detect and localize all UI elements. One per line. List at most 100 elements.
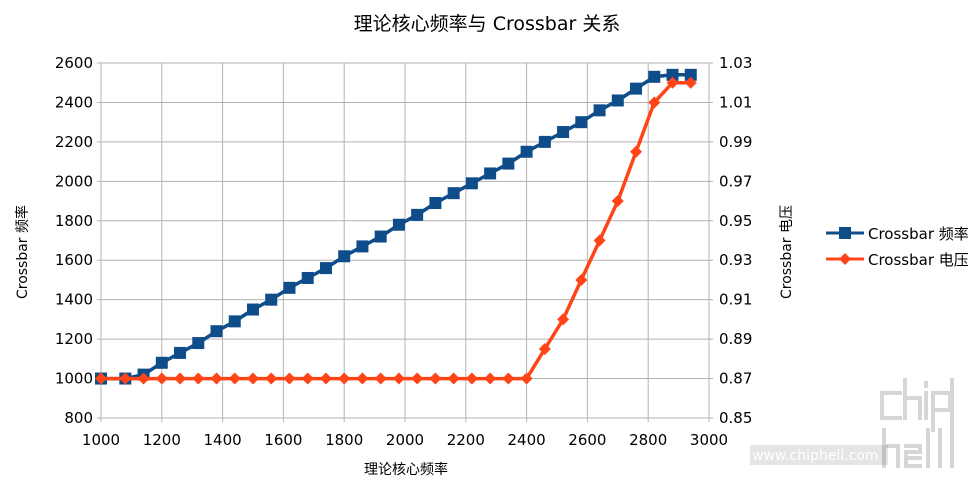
- data-point-voltage: [465, 372, 478, 385]
- data-point-frequency: [155, 356, 168, 369]
- data-point-frequency: [356, 240, 369, 253]
- x-tick-label: 2400: [508, 431, 546, 449]
- data-point-frequency: [502, 157, 515, 170]
- y-right-tick-label: 0.99: [719, 133, 752, 151]
- y-right-tick-label: 1.03: [719, 54, 752, 72]
- y-right-axis-ticks: 0.85 0.87 0.89 0.91 0.93 0.95 0.97 0.99 1.01 1.03: [709, 54, 752, 427]
- x-tick-label: 1800: [325, 431, 363, 449]
- data-point-frequency: [447, 187, 460, 200]
- data-point-voltage: [447, 372, 460, 385]
- y-left-tick-label: 1400: [55, 291, 93, 309]
- data-point-voltage: [95, 372, 107, 385]
- data-point-frequency: [684, 68, 697, 81]
- data-point-voltage: [283, 372, 296, 385]
- y-left-tick-label: 1200: [55, 330, 93, 348]
- data-point-frequency: [392, 218, 405, 231]
- data-point-voltage: [210, 372, 223, 385]
- data-point-voltage: [319, 372, 332, 385]
- data-point-frequency: [283, 281, 296, 294]
- data-point-voltage: [301, 372, 314, 385]
- data-point-voltage: [228, 372, 241, 385]
- data-point-voltage: [155, 372, 168, 385]
- y-right-tick-label: 0.89: [719, 330, 752, 348]
- y-right-tick-label: 1.01: [719, 93, 752, 111]
- y-right-tick-label: 0.91: [719, 291, 752, 309]
- watermark-url-backdrop: [750, 445, 888, 465]
- data-point-voltage: [557, 313, 570, 326]
- data-point-frequency: [301, 271, 314, 284]
- data-point-voltage: [338, 372, 351, 385]
- legend-label-frequency: Crossbar 频率: [868, 225, 969, 243]
- x-tick-label: 2600: [568, 431, 606, 449]
- data-point-voltage: [538, 342, 551, 355]
- data-point-frequency: [374, 230, 387, 243]
- x-axis-label: 理论核心频率: [364, 461, 448, 478]
- data-point-frequency: [557, 126, 570, 139]
- data-point-frequency: [666, 68, 679, 81]
- data-point-frequency: [210, 325, 223, 338]
- legend: Crossbar 频率 Crossbar 电压: [826, 225, 969, 269]
- x-tick-label: 1200: [143, 431, 181, 449]
- data-point-frequency: [520, 145, 533, 158]
- data-point-voltage: [575, 273, 588, 286]
- y-left-tick-label: 2200: [55, 133, 93, 151]
- data-point-voltage: [611, 195, 624, 208]
- data-point-voltage: [247, 372, 259, 385]
- data-point-frequency: [630, 82, 643, 95]
- data-point-voltage: [429, 372, 442, 385]
- data-point-frequency: [648, 70, 661, 83]
- y-left-tick-label: 800: [64, 409, 93, 427]
- data-point-voltage: [174, 372, 187, 385]
- data-point-frequency: [265, 293, 278, 306]
- x-tick-label: 2800: [629, 431, 667, 449]
- x-axis-ticks: 1000 1200 1400 1600 1800 2000 2200 2400 2600 2800…: [82, 418, 728, 449]
- y-right-tick-label: 0.93: [719, 251, 752, 269]
- y-left-tick-label: 2600: [55, 54, 93, 72]
- data-point-frequency: [484, 167, 497, 180]
- data-point-frequency: [228, 315, 241, 328]
- data-point-frequency: [338, 250, 351, 263]
- data-point-voltage: [192, 372, 205, 385]
- data-point-frequency: [174, 346, 187, 359]
- legend-item-frequency: Crossbar 频率: [826, 225, 969, 243]
- legend-label-voltage: Crossbar 电压: [868, 251, 969, 269]
- legend-diamond-marker-icon: [839, 253, 851, 265]
- x-tick-label: 1600: [264, 431, 302, 449]
- x-tick-label: 3000: [690, 431, 728, 449]
- data-point-voltage: [502, 372, 515, 385]
- data-point-voltage: [520, 372, 533, 385]
- data-point-voltage: [119, 372, 132, 385]
- y-left-axis-ticks: 800 1000 1200 1400 1600 1800 2000 2200 2400 2600: [55, 54, 101, 427]
- data-point-frequency: [192, 337, 205, 350]
- series-layer: [95, 68, 697, 385]
- data-point-voltage: [666, 76, 679, 89]
- data-point-frequency: [593, 104, 606, 117]
- grid-lines: [100, 62, 710, 419]
- watermark-url: www.chiphell.com: [752, 448, 878, 464]
- y-left-tick-label: 2400: [55, 93, 93, 111]
- data-point-voltage: [411, 372, 424, 385]
- x-tick-label: 1000: [82, 431, 120, 449]
- data-point-voltage: [648, 96, 661, 109]
- chiphell-logo-icon: [880, 378, 954, 468]
- data-point-frequency: [465, 177, 478, 190]
- data-point-frequency: [575, 116, 588, 129]
- legend-square-marker-icon: [839, 227, 851, 239]
- x-tick-label: 1400: [204, 431, 242, 449]
- legend-item-voltage: Crossbar 电压: [826, 251, 969, 269]
- y-left-tick-label: 1000: [55, 370, 93, 388]
- data-point-voltage: [374, 372, 387, 385]
- data-point-voltage: [630, 145, 643, 158]
- data-point-frequency: [429, 197, 442, 210]
- data-point-voltage: [593, 234, 606, 247]
- y-left-tick-label: 1800: [55, 212, 93, 230]
- x-tick-label: 2200: [447, 431, 485, 449]
- data-point-frequency: [411, 208, 424, 221]
- x-tick-label: 2000: [386, 431, 424, 449]
- y-left-tick-label: 1600: [55, 251, 93, 269]
- data-point-voltage: [265, 372, 278, 385]
- chart-title: 理论核心频率与 Crossbar 关系: [354, 13, 621, 35]
- data-point-voltage: [356, 372, 369, 385]
- data-point-voltage: [484, 372, 497, 385]
